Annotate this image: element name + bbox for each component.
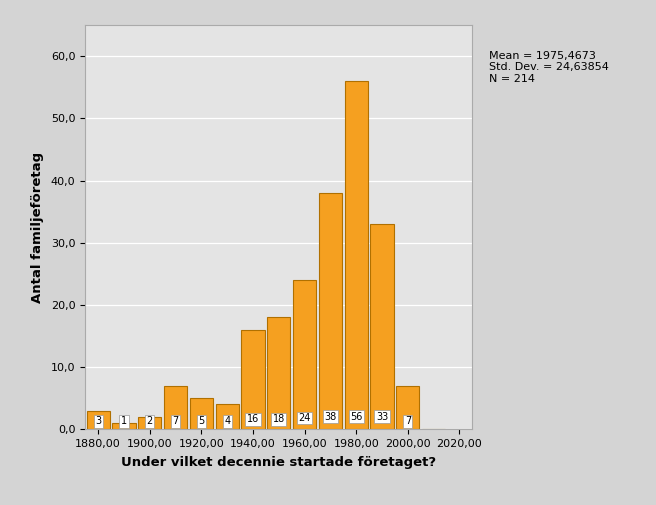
Bar <box>344 81 368 429</box>
Text: 24: 24 <box>298 413 311 423</box>
Text: 7: 7 <box>173 416 178 426</box>
Bar <box>138 417 161 429</box>
Text: 38: 38 <box>324 412 337 422</box>
Text: 3: 3 <box>95 416 101 426</box>
Text: 5: 5 <box>198 416 205 426</box>
Text: 56: 56 <box>350 412 362 422</box>
Text: 4: 4 <box>224 416 230 426</box>
Bar <box>241 330 264 429</box>
Text: 1: 1 <box>121 416 127 426</box>
Bar <box>371 224 394 429</box>
Text: Mean = 1975,4673
Std. Dev. = 24,63854
N = 214: Mean = 1975,4673 Std. Dev. = 24,63854 N … <box>489 50 609 84</box>
Bar <box>319 193 342 429</box>
Bar <box>216 405 239 429</box>
X-axis label: Under vilket decennie startade företaget?: Under vilket decennie startade företaget… <box>121 456 436 469</box>
Text: 18: 18 <box>273 414 285 424</box>
Bar <box>396 386 419 429</box>
Bar <box>87 411 110 429</box>
Y-axis label: Antal familjeföretag: Antal familjeföretag <box>31 152 44 303</box>
Bar <box>112 423 136 429</box>
Text: 2: 2 <box>147 416 153 426</box>
Text: 33: 33 <box>376 412 388 422</box>
Bar <box>267 317 291 429</box>
Text: 16: 16 <box>247 414 259 424</box>
Bar <box>293 280 316 429</box>
Bar <box>164 386 187 429</box>
Text: 7: 7 <box>405 416 411 426</box>
Bar <box>190 398 213 429</box>
